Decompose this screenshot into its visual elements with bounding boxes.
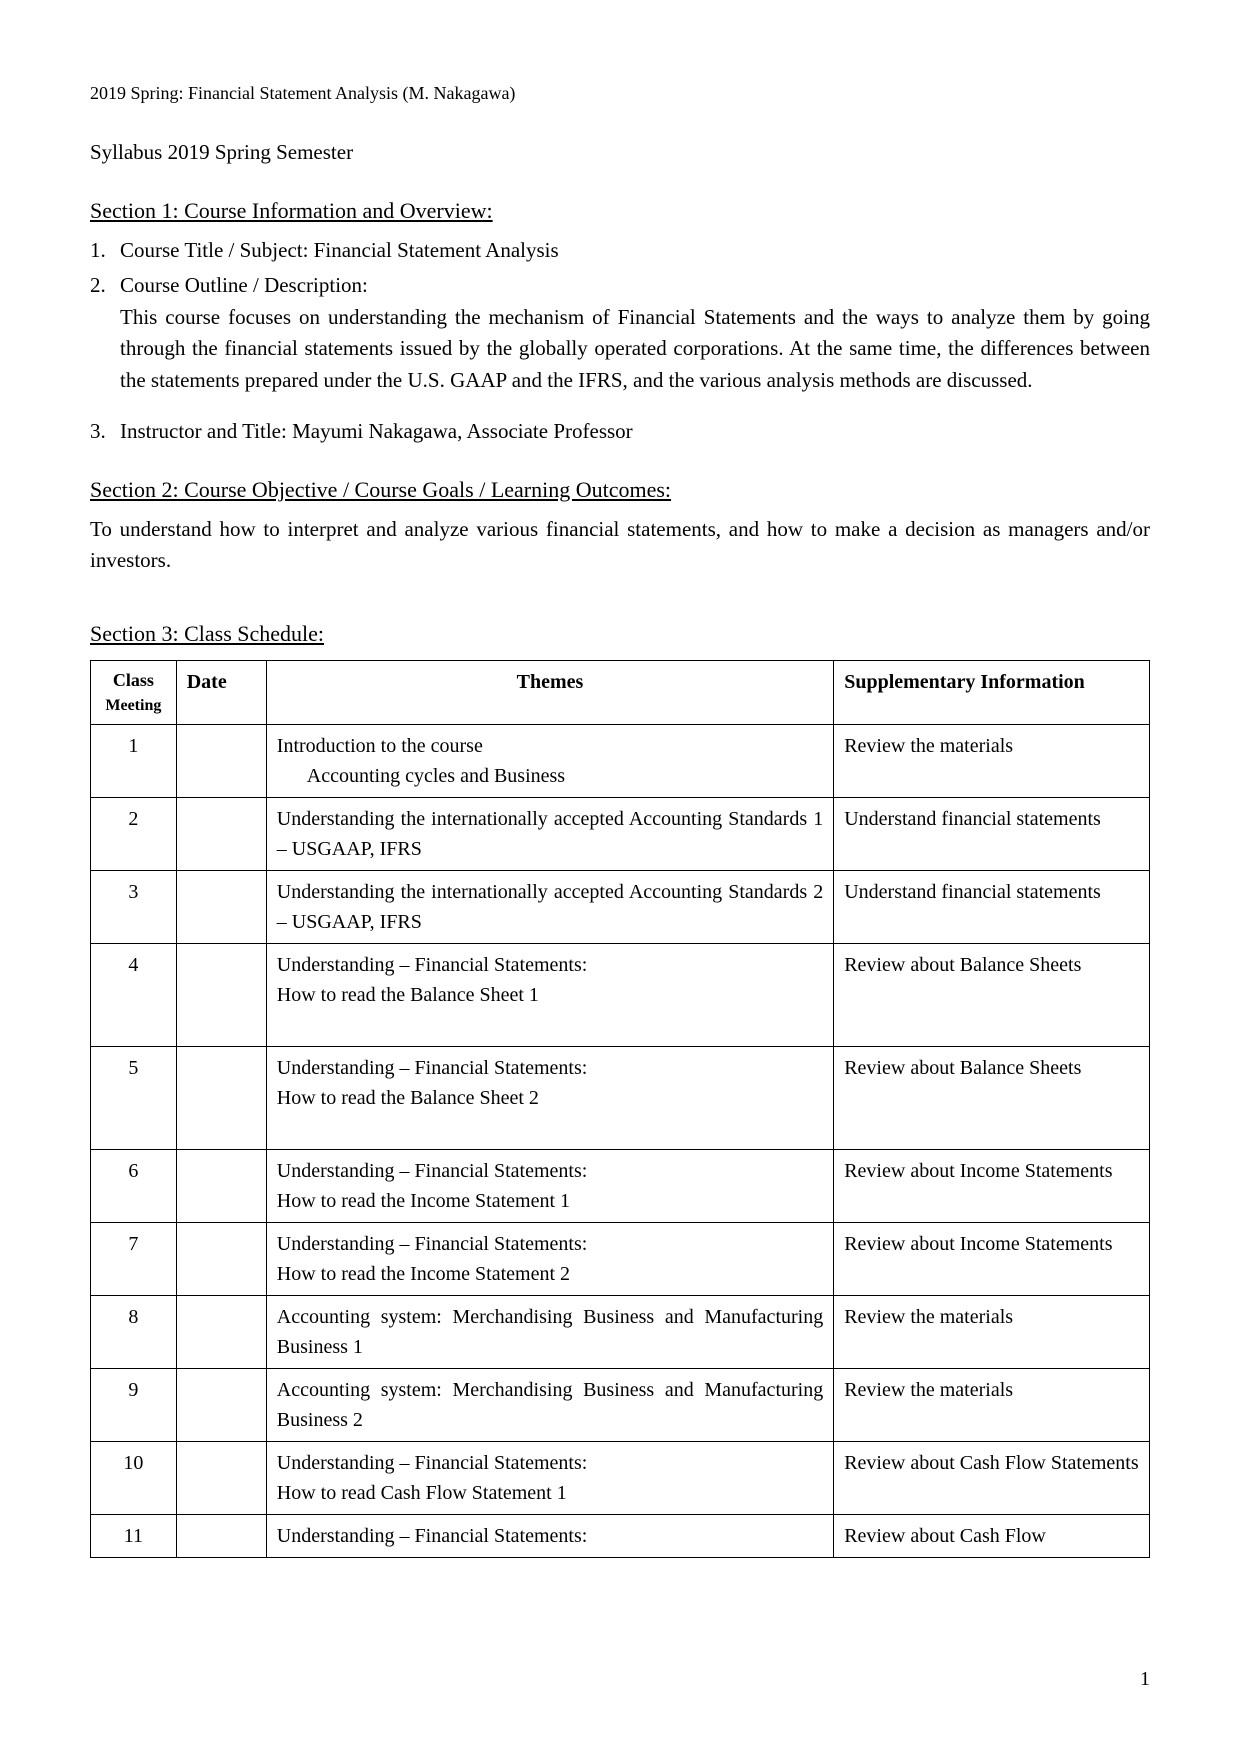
date-cell [176,1149,266,1222]
class-number-cell: 8 [91,1295,177,1368]
list-item: 3. Instructor and Title: Mayumi Nakagawa… [90,416,1150,448]
table-row: 5 Understanding – Financial Statements:Ho… [91,1046,1150,1149]
class-number-cell: 6 [91,1149,177,1222]
theme-cell: Understanding – Financial Statements:How… [266,1222,833,1295]
supp-cell: Review about Income Statements [834,1222,1150,1295]
schedule-table: Class Meeting Date Themes Supplementary … [90,660,1150,1558]
list-item: 2. Course Outline / Description: This co… [90,270,1150,396]
date-cell [176,1222,266,1295]
table-row: 2 Understanding the internationally accep… [91,797,1150,870]
table-row: 6 Understanding – Financial Statements:Ho… [91,1149,1150,1222]
supp-cell: Review the materials [834,1295,1150,1368]
class-number-cell: 7 [91,1222,177,1295]
supp-cell: Review about Cash Flow Statements [834,1441,1150,1514]
date-cell [176,1046,266,1149]
date-cell [176,1441,266,1514]
theme-cell: Accounting system: Merchandising Busines… [266,1295,833,1368]
supp-cell: Review about Balance Sheets [834,943,1150,1046]
table-row: 9 Accounting system: Merchandising Busine… [91,1368,1150,1441]
supp-cell: Review about Balance Sheets [834,1046,1150,1149]
date-cell [176,870,266,943]
table-row: 7 Understanding – Financial Statements:Ho… [91,1222,1150,1295]
supp-cell: Review the materials [834,724,1150,797]
theme-cell: Understanding – Financial Statements:How… [266,1441,833,1514]
section2-heading: Section 2: Course Objective / Course Goa… [90,473,1150,506]
table-row: 1 Introduction to the courseAccounting cy… [91,724,1150,797]
header-supp: Supplementary Information [834,660,1150,724]
section2-description: To understand how to interpret and analy… [90,514,1150,577]
date-cell [176,1368,266,1441]
date-cell [176,943,266,1046]
class-number-cell: 10 [91,1441,177,1514]
supp-cell: Understand financial statements [834,870,1150,943]
list-item: 1. Course Title / Subject: Financial Sta… [90,235,1150,267]
supp-cell: Understand financial statements [834,797,1150,870]
theme-cell: Understanding the internationally accept… [266,870,833,943]
theme-cell: Understanding the internationally accept… [266,797,833,870]
supp-cell: Review about Cash Flow [834,1514,1150,1557]
item-number: 2. [90,270,120,396]
theme-cell: Understanding – Financial Statements:How… [266,1149,833,1222]
date-cell [176,724,266,797]
date-cell [176,1514,266,1557]
theme-cell: Understanding – Financial Statements: [266,1514,833,1557]
section1-list-3: 3. Instructor and Title: Mayumi Nakagawa… [90,416,1150,448]
table-header-row: Class Meeting Date Themes Supplementary … [91,660,1150,724]
syllabus-title: Syllabus 2019 Spring Semester [90,137,1150,169]
class-number-cell: 5 [91,1046,177,1149]
supp-cell: Review the materials [834,1368,1150,1441]
theme-cell: Accounting system: Merchandising Busines… [266,1368,833,1441]
class-number-cell: 9 [91,1368,177,1441]
item-number: 3. [90,416,120,448]
table-row: 8 Accounting system: Merchandising Busine… [91,1295,1150,1368]
item-text: Instructor and Title: Mayumi Nakagawa, A… [120,416,633,448]
class-number-cell: 1 [91,724,177,797]
section1-list: 1. Course Title / Subject: Financial Sta… [90,235,1150,397]
header-class: Class Meeting [91,660,177,724]
section3-heading: Section 3: Class Schedule: [90,617,1150,650]
table-row: 10 Understanding – Financial Statements:H… [91,1441,1150,1514]
section1-heading: Section 1: Course Information and Overvi… [90,194,1150,227]
supp-cell: Review about Income Statements [834,1149,1150,1222]
theme-cell: Introduction to the courseAccounting cyc… [266,724,833,797]
class-number-cell: 4 [91,943,177,1046]
theme-cell: Understanding – Financial Statements:How… [266,943,833,1046]
item-label: Course Outline / Description: [120,270,1150,302]
table-row: 11 Understanding – Financial Statements:R… [91,1514,1150,1557]
class-number-cell: 11 [91,1514,177,1557]
table-row: 4 Understanding – Financial Statements:Ho… [91,943,1150,1046]
theme-cell: Understanding – Financial Statements:How… [266,1046,833,1149]
item-number: 1. [90,235,120,267]
class-number-cell: 3 [91,870,177,943]
date-cell [176,797,266,870]
date-cell [176,1295,266,1368]
item-text: Course Title / Subject: Financial Statem… [120,235,559,267]
class-number-cell: 2 [91,797,177,870]
table-row: 3 Understanding the internationally accep… [91,870,1150,943]
document-header: 2019 Spring: Financial Statement Analysi… [90,80,1150,107]
page-number: 1 [1140,1664,1150,1694]
header-date: Date [176,660,266,724]
item-description: This course focuses on understanding the… [120,302,1150,397]
header-themes: Themes [266,660,833,724]
